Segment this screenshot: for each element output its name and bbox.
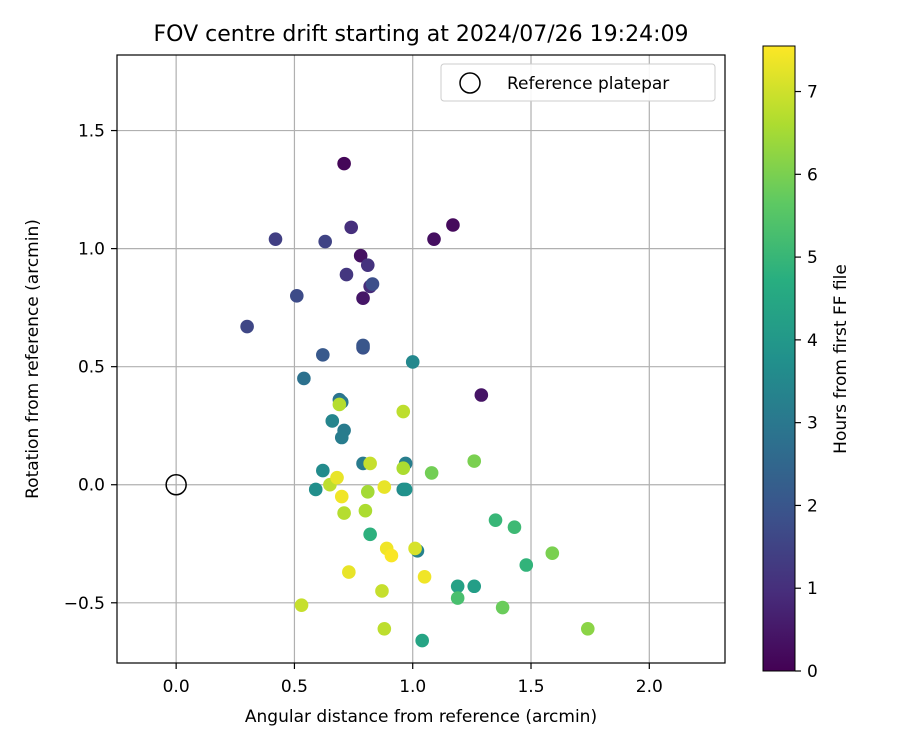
data-point [353, 248, 368, 263]
data-point [325, 414, 340, 428]
data-point [337, 156, 351, 171]
data-point [450, 591, 465, 605]
data-point [339, 267, 354, 282]
x-axis-label: Angular distance from reference (arcmin) [245, 707, 597, 727]
data-point [356, 291, 370, 306]
colorbar-tick-label: 0 [807, 662, 818, 682]
x-tick-label: 1.5 [517, 677, 544, 697]
data-point [316, 463, 330, 478]
data-point [334, 489, 349, 504]
data-point [360, 485, 375, 499]
data-point [334, 430, 349, 445]
colorbar-tick-label: 6 [807, 165, 818, 185]
data-point [342, 565, 356, 579]
data-point [446, 218, 460, 232]
colorbar-tick-label: 1 [807, 579, 818, 599]
x-tick-label: 2.0 [636, 677, 663, 697]
data-point [332, 397, 347, 412]
y-tick-label: −0.5 [64, 594, 105, 614]
colorbar-tick-label: 3 [807, 414, 818, 434]
reference-platepar-marker [165, 473, 187, 496]
data-point [474, 388, 489, 402]
y-axis-ticks: −0.5 0.0 0.5 1.0 1.5 [64, 122, 117, 614]
colorbar-label: Hours from first FF file [831, 264, 851, 454]
data-point [427, 232, 441, 246]
data-point [377, 480, 392, 494]
colorbar-tick-label: 5 [807, 248, 818, 268]
plot-area [117, 55, 725, 663]
data-point [297, 371, 311, 386]
data-point [580, 621, 595, 636]
data-point [384, 548, 399, 563]
data-point [495, 600, 510, 615]
x-tick-label: 0.5 [281, 677, 308, 697]
data-point [360, 258, 375, 272]
colorbar: 0 1 2 3 4 5 6 7 Hours from first FF file [762, 45, 851, 682]
data-point [405, 355, 420, 369]
data-point [417, 570, 432, 584]
data-point [467, 579, 482, 594]
axes-frame [116, 54, 726, 664]
reference-marker-group [165, 473, 187, 496]
colorbar-gradient [762, 45, 796, 672]
data-point [408, 541, 422, 556]
data-point [365, 277, 380, 291]
x-tick-label: 0.0 [163, 677, 190, 697]
data-point [363, 527, 377, 542]
data-point [377, 621, 392, 636]
data-point [344, 220, 359, 235]
data-point [294, 598, 309, 612]
y-tick-label: 0.5 [78, 358, 105, 378]
y-tick-label: 0.0 [78, 476, 105, 496]
data-point [467, 454, 482, 468]
data-point [396, 461, 411, 476]
legend-box [440, 63, 716, 102]
y-axis-label: Rotation from reference (arcmin) [23, 219, 43, 499]
data-point [316, 348, 330, 362]
y-tick-label: 1.5 [78, 122, 105, 142]
data-point [396, 404, 411, 419]
data-point [268, 232, 283, 246]
data-point [519, 558, 534, 572]
data-point [308, 482, 323, 497]
data-point [488, 513, 503, 527]
data-point [415, 633, 429, 648]
data-point [507, 520, 522, 535]
scatter-points [240, 156, 595, 648]
chart-title: FOV centre drift starting at 2024/07/26 … [154, 22, 689, 47]
data-point [330, 470, 344, 485]
legend-reference-label: Reference platepar [507, 74, 669, 94]
colorbar-tick-label: 4 [807, 331, 818, 351]
data-point [240, 319, 254, 334]
data-point [289, 289, 304, 303]
data-point [545, 546, 560, 561]
y-tick-label: 1.0 [78, 240, 105, 260]
legend: Reference platepar [440, 63, 716, 102]
data-point [318, 234, 332, 249]
x-tick-label: 1.0 [399, 677, 426, 697]
data-point [375, 584, 389, 598]
data-point [337, 506, 351, 520]
colorbar-tick-label: 7 [807, 83, 818, 103]
data-point [424, 466, 439, 480]
data-point [358, 503, 373, 518]
colorbar-tick-label: 2 [807, 496, 818, 516]
x-axis-ticks: 0.0 0.5 1.0 1.5 2.0 [163, 663, 663, 697]
legend-reference-marker [459, 72, 481, 94]
colorbar-ticks: 0 1 2 3 4 5 6 7 [795, 83, 818, 682]
data-point [363, 456, 377, 471]
data-point [398, 482, 413, 497]
data-point [450, 579, 465, 594]
data-point [356, 338, 370, 353]
